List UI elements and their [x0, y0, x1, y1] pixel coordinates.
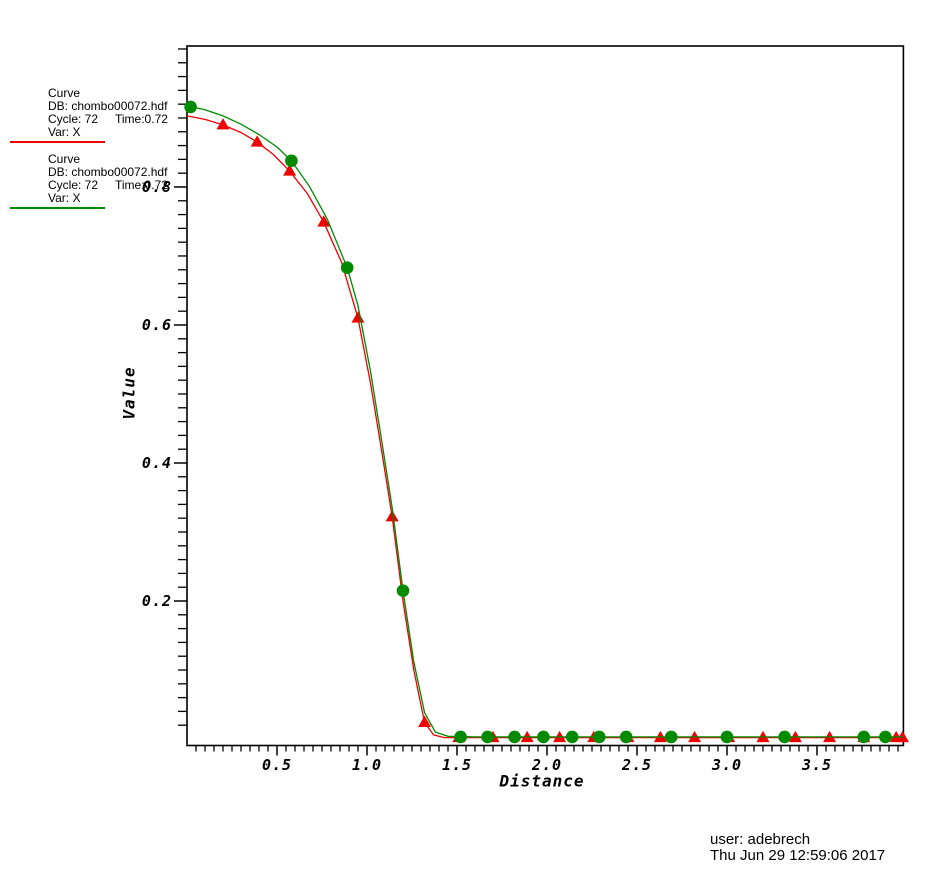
- x-tick-label: 3.0: [711, 756, 742, 774]
- circle-marker-green: [285, 154, 298, 168]
- legend-cycle: Cycle: 72: [48, 178, 99, 192]
- legend-title: Curve: [48, 152, 81, 166]
- x-axis-title: Distance: [499, 771, 585, 791]
- triangle-marker-red: [283, 164, 297, 176]
- y-tick-label: 0.2: [142, 592, 172, 610]
- triangle-marker-red: [317, 215, 331, 227]
- x-tick-label: 1.0: [352, 756, 382, 774]
- circle-marker-green: [879, 730, 892, 744]
- circle-marker-green: [619, 730, 633, 744]
- footer-date: Thu Jun 29 12:59:06 2017: [710, 847, 886, 864]
- x-tick-label: 0.5: [262, 756, 292, 774]
- circle-marker-green: [184, 100, 197, 114]
- x-tick-label: 1.5: [442, 756, 472, 774]
- legend-time: Time:0.72: [115, 112, 168, 126]
- legend-time: Time:0.72: [115, 178, 168, 192]
- legend-db: DB: chombo00072.hdf: [48, 99, 168, 113]
- legend-entry-green: Curve DB: chombo00072.hdf Cycle: 72 Time…: [10, 153, 188, 209]
- triangle-marker-red: [216, 118, 230, 130]
- circle-marker-green: [565, 730, 579, 744]
- circle-marker-green: [396, 584, 410, 597]
- legend-var: Var: X: [48, 125, 81, 139]
- triangle-marker-red: [250, 135, 264, 147]
- curve-line-green: [186, 104, 904, 738]
- legend-color-line-green: [10, 207, 105, 209]
- legend-cycle-time: Cycle: 72 Time:0.72: [48, 179, 188, 192]
- legend-title: Curve: [48, 86, 81, 100]
- legend-cycle: Cycle: 72: [48, 112, 99, 126]
- legend-cycle-time: Cycle: 72 Time:0.72: [48, 113, 188, 126]
- x-tick-label: 2.0: [531, 756, 562, 774]
- footer-annotation: user: adebrech Thu Jun 29 12:59:06 2017: [710, 832, 885, 864]
- triangle-marker-red: [418, 715, 432, 727]
- circle-marker-green: [340, 261, 354, 275]
- circle-marker-green: [664, 730, 678, 744]
- legend-entry-red: Curve DB: chombo00072.hdf Cycle: 72 Time…: [10, 87, 188, 143]
- plot-frame: [186, 45, 905, 747]
- circle-marker-green: [537, 730, 550, 744]
- y-tick-label: 0.6: [142, 316, 172, 334]
- y-axis-title: Value: [119, 366, 139, 420]
- legend-db: DB: chombo00072.hdf: [48, 165, 168, 179]
- circle-marker-green: [720, 730, 734, 744]
- circle-marker-green: [481, 730, 494, 744]
- triangle-marker-red: [351, 311, 365, 323]
- legend-color-line-red: [10, 141, 105, 143]
- y-tick-label: 0.8: [142, 178, 172, 196]
- footer-user: user: adebrech: [710, 831, 811, 848]
- x-tick-label: 2.5: [621, 756, 652, 774]
- x-tick-label: 3.5: [801, 756, 832, 774]
- circle-marker-green: [592, 730, 606, 744]
- circle-marker-green: [857, 730, 871, 744]
- triangle-marker-red: [385, 510, 399, 522]
- legend-var: Var: X: [48, 191, 81, 205]
- circle-marker-green: [778, 730, 791, 744]
- circle-marker-green: [454, 730, 467, 744]
- y-tick-label: 0.4: [142, 454, 172, 472]
- curve-line-red: [186, 115, 904, 739]
- circle-marker-green: [508, 730, 521, 744]
